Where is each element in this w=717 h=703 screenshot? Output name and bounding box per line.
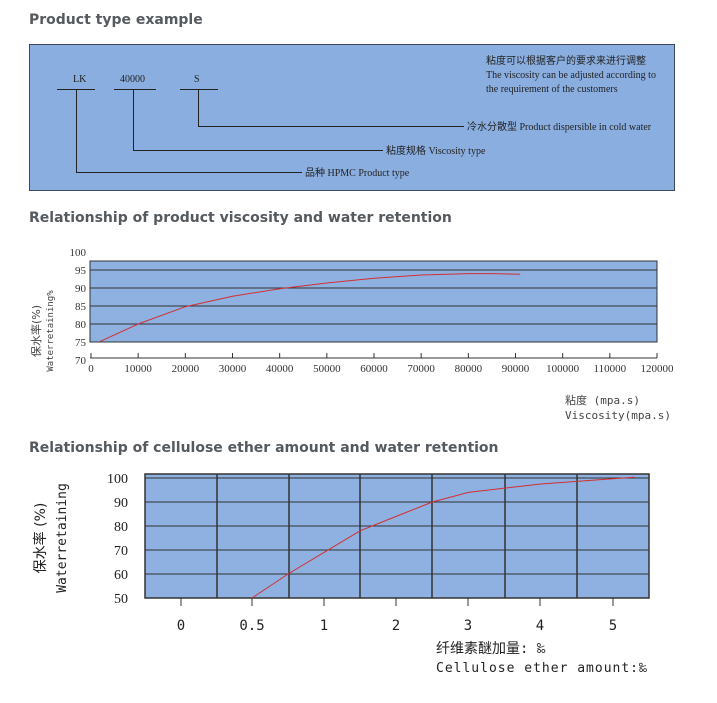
cellulose-y-tick-label: 70	[114, 544, 128, 559]
cellulose-x-tick-label: 0.5	[239, 618, 264, 634]
code-s: S	[194, 74, 200, 85]
viscosity-x-tick-label: 110000	[594, 363, 627, 375]
viscosity-x-tick-label: 20000	[172, 363, 200, 375]
connector-s-vertical	[198, 89, 199, 127]
connector-lk-vertical	[76, 89, 77, 173]
product-type-box: LK 40000 S 粘度可以根据客户的要求来进行调整 The viscosit…	[29, 44, 675, 191]
underline-viscosity	[114, 89, 156, 90]
viscosity-y-tick-label: 95	[75, 265, 87, 277]
cellulose-y-tick-label: 90	[114, 496, 128, 511]
viscosity-y-tick-label: 85	[75, 301, 87, 313]
cellulose-plot-area	[144, 473, 650, 599]
cellulose-x-tick-label: 4	[536, 618, 544, 634]
viscosity-plot-area	[89, 260, 658, 343]
section-title-product-type: Product type example	[29, 12, 203, 28]
connector-lk-horizontal	[76, 172, 302, 173]
cellulose-curve	[251, 476, 635, 599]
label-product-variety: 品种 HPMC Product type	[305, 168, 410, 179]
viscosity-x-tick-label: 0	[88, 363, 94, 375]
viscosity-y-tick-label: 90	[75, 283, 87, 295]
connector-viscosity-horizontal	[133, 150, 383, 151]
viscosity-x-tick-label: 40000	[266, 363, 294, 375]
cellulose-y-label-cn: 保水率 (%)	[32, 503, 49, 574]
viscosity-x-tick-label: 60000	[360, 363, 388, 375]
section-title-viscosity: Relationship of product viscosity and wa…	[29, 210, 452, 226]
viscosity-curve	[100, 273, 521, 342]
cellulose-y-tick-label: 60	[114, 568, 128, 583]
viscosity-chart: 70 75 80 85 90 95 100 0 10000 20000 30000 40000 5000…	[29, 247, 675, 422]
label-product-dispersible: 冷水分散型 Product dispersible in cold water	[467, 122, 652, 133]
note-en-1: The viscosity can be adjusted according …	[486, 70, 656, 81]
note-en-2: the requirement of the customers	[486, 84, 618, 95]
cellulose-x-tick-label: 2	[392, 618, 400, 634]
viscosity-x-label-en: Viscosity(mpa.s)	[565, 409, 671, 422]
cellulose-x-label-en: Cellulose ether amount:‰	[436, 661, 648, 676]
viscosity-y-tick-label: 100	[70, 247, 87, 259]
code-lk: LK	[73, 74, 87, 85]
viscosity-y-tick-label: 80	[75, 319, 87, 331]
viscosity-y-label-en: Waterretaining%	[46, 290, 56, 372]
viscosity-x-label-cn: 粘度 (mpa.s)	[565, 393, 640, 407]
cellulose-chart: 50 60 70 80 90 100 0 0.5 1 2 3 4 5 保水率 (%) Waterretain…	[32, 472, 650, 676]
cellulose-y-tick-label: 80	[114, 520, 128, 535]
cellulose-y-tick-label: 100	[107, 472, 128, 487]
cellulose-y-tick-label: 50	[114, 592, 128, 607]
cellulose-x-tick-label: 1	[320, 618, 328, 634]
note-cn: 粘度可以根据客户的要求来进行调整	[486, 56, 646, 67]
viscosity-x-tick-label: 120000	[641, 363, 675, 375]
viscosity-x-tick-label: 70000	[407, 363, 435, 375]
code-viscosity: 40000	[120, 74, 145, 85]
cellulose-x-tick-label: 5	[609, 618, 617, 634]
label-viscosity-type: 粘度规格 Viscosity type	[386, 146, 486, 157]
viscosity-y-tick-label: 75	[75, 337, 87, 349]
viscosity-y-label-cn: 保水率(%)	[29, 305, 43, 357]
viscosity-x-tick-label: 10000	[124, 363, 152, 375]
viscosity-x-tick-label: 90000	[502, 363, 530, 375]
cellulose-x-tick-label: 0	[177, 618, 185, 634]
section-title-cellulose: Relationship of cellulose ether amount a…	[29, 440, 499, 456]
viscosity-x-tick-label: 50000	[313, 363, 341, 375]
underline-s	[180, 89, 218, 90]
viscosity-x-tick-label: 80000	[455, 363, 483, 375]
viscosity-x-tick-label: 100000	[546, 363, 580, 375]
cellulose-y-label-en: Waterretaining	[55, 483, 70, 593]
cellulose-x-label-cn: 纤维素醚加量: ‰	[436, 641, 546, 657]
connector-viscosity-vertical	[133, 89, 134, 151]
viscosity-y-tick-label: 70	[75, 355, 87, 367]
connector-s-horizontal	[198, 126, 464, 127]
viscosity-x-tick-label: 30000	[219, 363, 247, 375]
cellulose-x-tick-label: 3	[464, 618, 472, 634]
